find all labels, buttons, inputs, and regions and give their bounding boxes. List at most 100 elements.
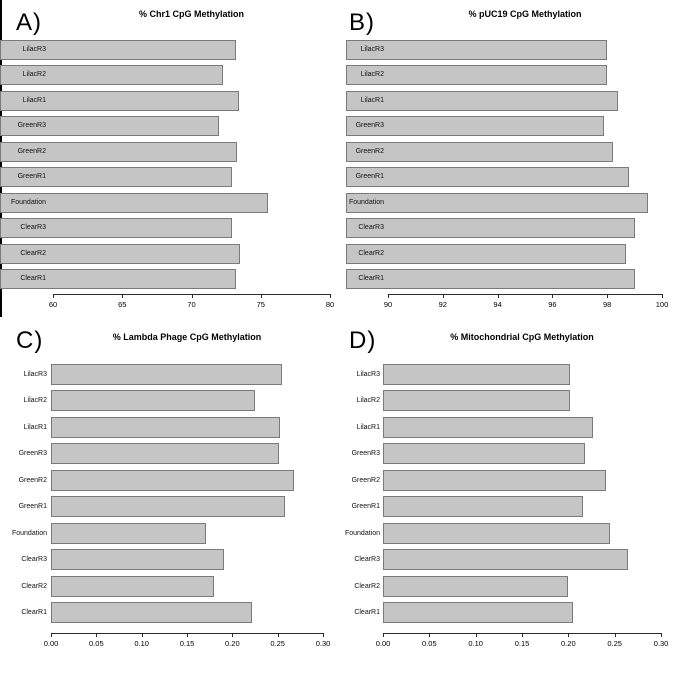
bar-clearr2 — [383, 575, 569, 597]
bar-greenr3 — [51, 443, 280, 465]
x-axis-tick-label: 92 — [438, 300, 447, 309]
x-axis-tick-label: 94 — [493, 300, 502, 309]
panel-d-mito-chart: D) % Mitochondrial CpG Methylation Lilac… — [339, 320, 679, 678]
bar-foundation — [383, 522, 611, 544]
bar-foundation — [51, 522, 207, 544]
category-label-lilacr3: LilacR3 — [360, 46, 384, 53]
bar-greenr1 — [0, 167, 232, 188]
panel-c-title: % Lambda Phage CpG Methylation — [112, 332, 262, 342]
bar-clearr3 — [346, 218, 635, 239]
bar-greenr2 — [383, 469, 607, 491]
x-axis-tick — [614, 633, 616, 637]
category-label-greenr1: GreenR1 — [17, 173, 46, 181]
category-label-lilacr2: LilacR2 — [356, 397, 380, 405]
category-label-clearr3: ClearR3 — [354, 556, 380, 564]
x-axis-tick — [568, 633, 570, 637]
bar-greenr1 — [51, 496, 285, 518]
panel-c-letter: C) — [16, 327, 44, 354]
bar-greenr1 — [383, 496, 584, 518]
category-label-clearr3: ClearR3 — [21, 556, 47, 564]
category-label-clearr3: ClearR3 — [358, 224, 384, 232]
bar-lilacr2 — [0, 65, 224, 86]
panel-a-title: % Chr1 CpG Methylation — [138, 9, 244, 19]
bar-greenr2 — [51, 469, 294, 491]
x-axis-tick — [442, 294, 444, 298]
category-label-foundation: Foundation — [11, 529, 47, 537]
bar-lilacr1 — [346, 90, 619, 111]
category-label-greenr3: GreenR3 — [355, 122, 384, 130]
x-axis-line — [388, 294, 662, 295]
x-axis-tick — [141, 633, 143, 637]
x-axis-tick-label: 70 — [187, 300, 196, 309]
x-axis-tick — [475, 633, 477, 637]
category-label-clearr2: ClearR2 — [20, 249, 46, 257]
category-label-greenr1: GreenR1 — [18, 503, 47, 511]
category-label-lilacr2: LilacR2 — [360, 71, 384, 79]
bar-clearr3 — [51, 549, 225, 571]
bar-lilacr3 — [0, 40, 236, 60]
bar-foundation — [0, 192, 268, 213]
category-label-lilacr3: LilacR3 — [22, 46, 46, 53]
category-label-lilacr2: LilacR2 — [23, 397, 47, 405]
category-label-clearr2: ClearR2 — [354, 582, 380, 590]
x-axis-tick-label: 80 — [325, 300, 335, 309]
x-axis-tick — [662, 294, 663, 298]
bar-lilacr1 — [51, 416, 281, 438]
bar-clearr1 — [346, 268, 635, 289]
x-axis-tick — [260, 294, 262, 298]
bar-greenr1 — [346, 167, 630, 188]
x-axis-tick-label: 0.10 — [134, 639, 149, 648]
panel-a-letter: A) — [16, 9, 42, 36]
category-label-lilacr3: LilacR3 — [23, 371, 47, 378]
bar-lilacr2 — [383, 390, 571, 412]
category-label-greenr3: GreenR3 — [17, 122, 46, 130]
bar-lilacr1 — [383, 416, 594, 438]
x-axis-tick-label: 90 — [383, 300, 393, 309]
panel-c-lambda-chart: C) % Lambda Phage CpG Methylation LilacR… — [0, 320, 339, 678]
bar-clearr1 — [0, 268, 236, 289]
x-axis-tick-label: 0.30 — [653, 639, 669, 648]
panel-b-letter: B) — [349, 9, 375, 36]
x-axis-tick — [51, 633, 52, 637]
x-axis-tick-label: 0.15 — [179, 639, 195, 648]
panel-d-title: % Mitochondrial CpG Methylation — [450, 332, 594, 342]
bar-clearr1 — [383, 601, 573, 623]
category-label-clearr1: ClearR1 — [21, 608, 47, 616]
x-axis-tick — [383, 633, 384, 637]
category-label-clearr1: ClearR1 — [358, 274, 384, 282]
x-axis-tick-label: 0.00 — [43, 639, 59, 648]
category-label-clearr2: ClearR2 — [358, 249, 384, 257]
x-axis-tick-label: 0.05 — [89, 639, 104, 648]
category-label-lilacr2: LilacR2 — [22, 71, 46, 79]
bar-lilacr3 — [346, 40, 608, 60]
x-axis-tick — [429, 633, 431, 637]
category-label-lilacr1: LilacR1 — [23, 423, 47, 431]
category-label-clearr1: ClearR1 — [20, 274, 46, 282]
x-axis-tick-label: 75 — [256, 300, 265, 309]
category-label-greenr2: GreenR2 — [351, 476, 380, 484]
x-axis-tick-label: 0.30 — [315, 639, 331, 648]
bar-lilacr2 — [51, 390, 255, 412]
x-axis-tick-label: 0.20 — [561, 639, 576, 648]
category-label-greenr1: GreenR1 — [351, 503, 380, 511]
x-axis-tick — [661, 633, 662, 637]
category-label-greenr3: GreenR3 — [351, 450, 380, 458]
bar-greenr3 — [383, 443, 585, 465]
bar-clearr2 — [346, 243, 627, 264]
category-label-lilacr1: LilacR1 — [360, 96, 384, 104]
bar-clearr3 — [0, 218, 232, 239]
x-axis-tick — [53, 294, 54, 298]
x-axis-tick-label: 100 — [655, 300, 669, 309]
panel-a-chr1-chart: A) % Chr1 CpG Methylation LilacR3 LilacR2… — [0, 0, 339, 320]
x-axis-tick-label: 0.20 — [225, 639, 240, 648]
x-axis-tick — [330, 294, 331, 298]
x-axis-tick — [552, 294, 554, 298]
bar-greenr3 — [0, 116, 220, 137]
bar-clearr2 — [51, 575, 215, 597]
panel-d-letter: D) — [349, 327, 377, 354]
bar-greenr3 — [346, 116, 605, 137]
x-axis-tick — [187, 633, 188, 637]
panel-b-title: % pUC19 CpG Methylation — [468, 9, 582, 19]
x-axis-tick-label: 0.25 — [607, 639, 622, 648]
